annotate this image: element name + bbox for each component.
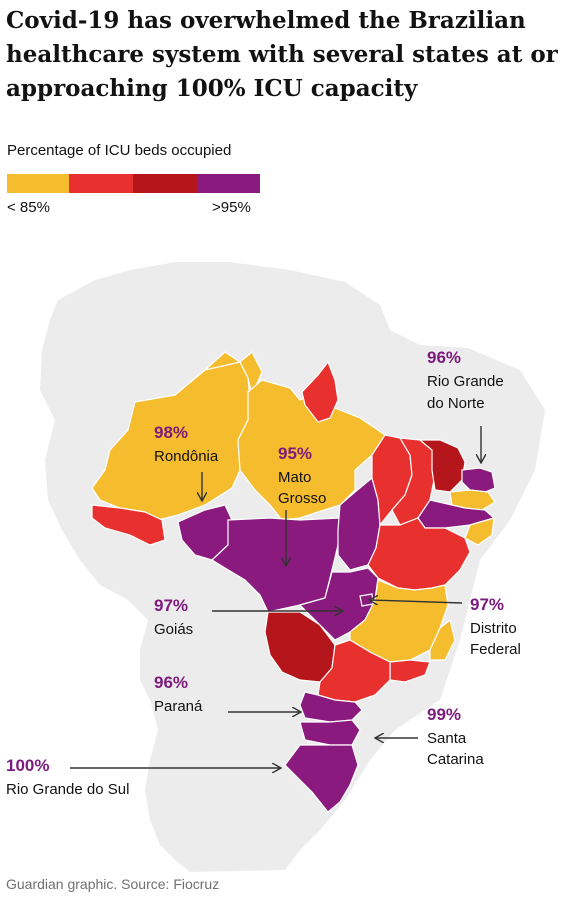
annotation-label-goias: Goiás [154, 621, 193, 638]
annotation-value-mato-grosso: 95% [278, 444, 312, 463]
annotation-label-distrito-federal-line2: Federal [470, 641, 521, 658]
state-bahia [367, 517, 471, 591]
state-rio-grande-do-norte [461, 467, 496, 493]
legend-swatch-red [69, 174, 133, 193]
annotation-label-parana: Paraná [154, 698, 203, 715]
annotation-value-distrito-federal: 97% [470, 595, 504, 614]
state-rio-grande-do-sul [284, 744, 359, 813]
source-credit: Guardian graphic. Source: Fiocruz [6, 876, 220, 892]
legend-high-label: >95% [212, 199, 251, 216]
legend-title: Percentage of ICU beds occupied [7, 142, 232, 159]
annotation-label-santa-catarina-line1: Santa [427, 730, 467, 747]
annotation-label-rio-grande-do-sul: Rio Grande do Sul [6, 781, 129, 798]
arrow-distrito-federal [370, 600, 463, 603]
state-amapa [301, 360, 339, 423]
legend-color-bar [7, 174, 260, 193]
state-santa-catarina [299, 719, 361, 746]
annotation-label-santa-catarina-line2: Catarina [427, 751, 484, 768]
annotation-label-rondonia: Rondônia [154, 448, 219, 465]
annotation-value-santa-catarina: 99% [427, 705, 461, 724]
state-ceara [418, 439, 466, 493]
legend-swatch-yellow [7, 174, 69, 193]
legend-low-label: < 85% [7, 199, 50, 216]
annotation-value-goias: 97% [154, 596, 188, 615]
chart-title: Covid-19 has overwhelmed the Brazilian h… [6, 7, 558, 102]
annotation-label-mato-grosso-line1: Mato [278, 469, 311, 486]
state-roraima [202, 351, 263, 397]
state-parana [299, 691, 363, 723]
annotation-value-rio-grande-do-norte: 96% [427, 348, 461, 367]
annotation-label-rio-grande-do-norte-line1: Rio Grande [427, 373, 504, 390]
legend-swatch-darkred [133, 174, 197, 193]
legend-swatch-purple [197, 174, 260, 193]
annotation-value-parana: 96% [154, 673, 188, 692]
state-alagoas [464, 517, 495, 546]
annotation-label-mato-grosso-line2: Grosso [278, 490, 326, 507]
annotation-label-rio-grande-do-norte-line2: do Norte [427, 395, 485, 412]
annotation-label-distrito-federal-line1: Distrito [470, 620, 517, 637]
state-acre [91, 504, 166, 546]
annotation-value-rio-grande-do-sul: 100% [6, 756, 49, 775]
state-espirito-santo [429, 618, 456, 661]
annotation-value-rondonia: 98% [154, 423, 188, 442]
